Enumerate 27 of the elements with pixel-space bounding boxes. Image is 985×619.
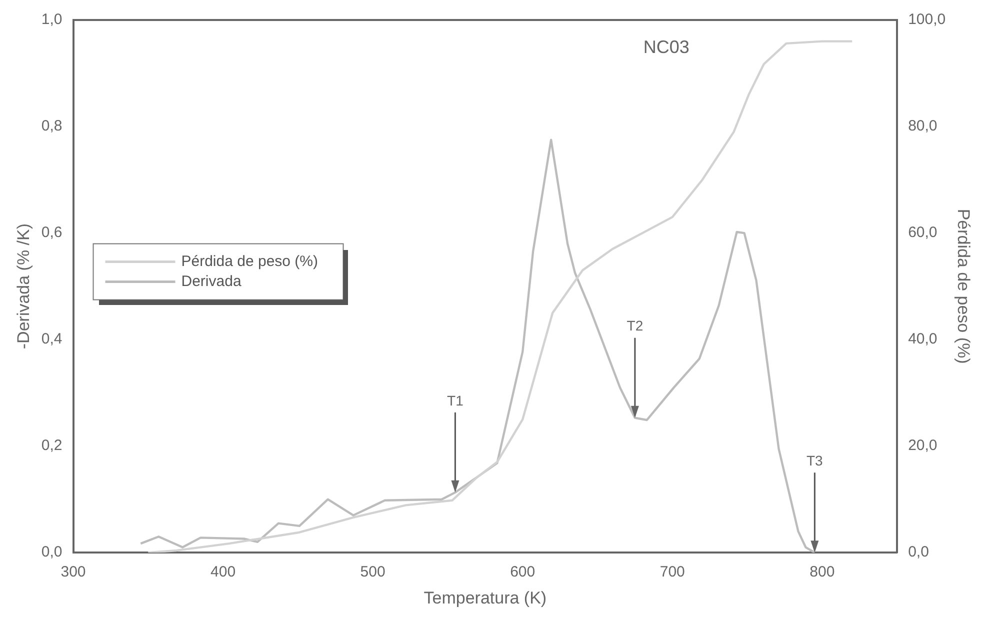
y2-tick-label: 20,0: [908, 437, 938, 454]
annotation: T3: [806, 452, 824, 468]
x-axis-title: Temperatura (K): [424, 588, 547, 608]
y-tick-label: 0,4: [41, 330, 62, 348]
y2-tick-label: 80,0: [908, 118, 938, 135]
x-tick-label: 700: [660, 564, 685, 581]
legend-label: Derivada: [181, 272, 242, 290]
y-tick-label: 0,0: [41, 544, 62, 561]
y2-tick-label: 100,0: [908, 11, 946, 28]
annotation: T1: [447, 392, 464, 408]
y2-tick-label: 60,0: [908, 224, 938, 242]
y2-tick-label: 0,0: [908, 544, 929, 561]
y-tick-label: 1,0: [41, 11, 62, 28]
annotation: NC03: [643, 36, 690, 57]
annotation: T2: [626, 318, 644, 334]
y-tick-label: 0,8: [41, 118, 62, 135]
y2-tick-label: 40,0: [908, 330, 938, 348]
x-tick-label: 800: [810, 564, 835, 581]
legend-label: Pérdida de peso (%): [181, 252, 318, 270]
y2-axis-title: Pérdida de peso (%): [954, 208, 974, 364]
x-tick-label: 400: [210, 564, 236, 581]
y-axis-title: -Derivada (% /K): [14, 223, 33, 350]
y-tick-label: 0,6: [41, 224, 62, 242]
y-tick-label: 0,2: [41, 437, 62, 454]
x-tick-label: 600: [510, 564, 536, 581]
x-tick-label: 500: [360, 564, 386, 581]
x-tick-label: 300: [60, 564, 86, 581]
